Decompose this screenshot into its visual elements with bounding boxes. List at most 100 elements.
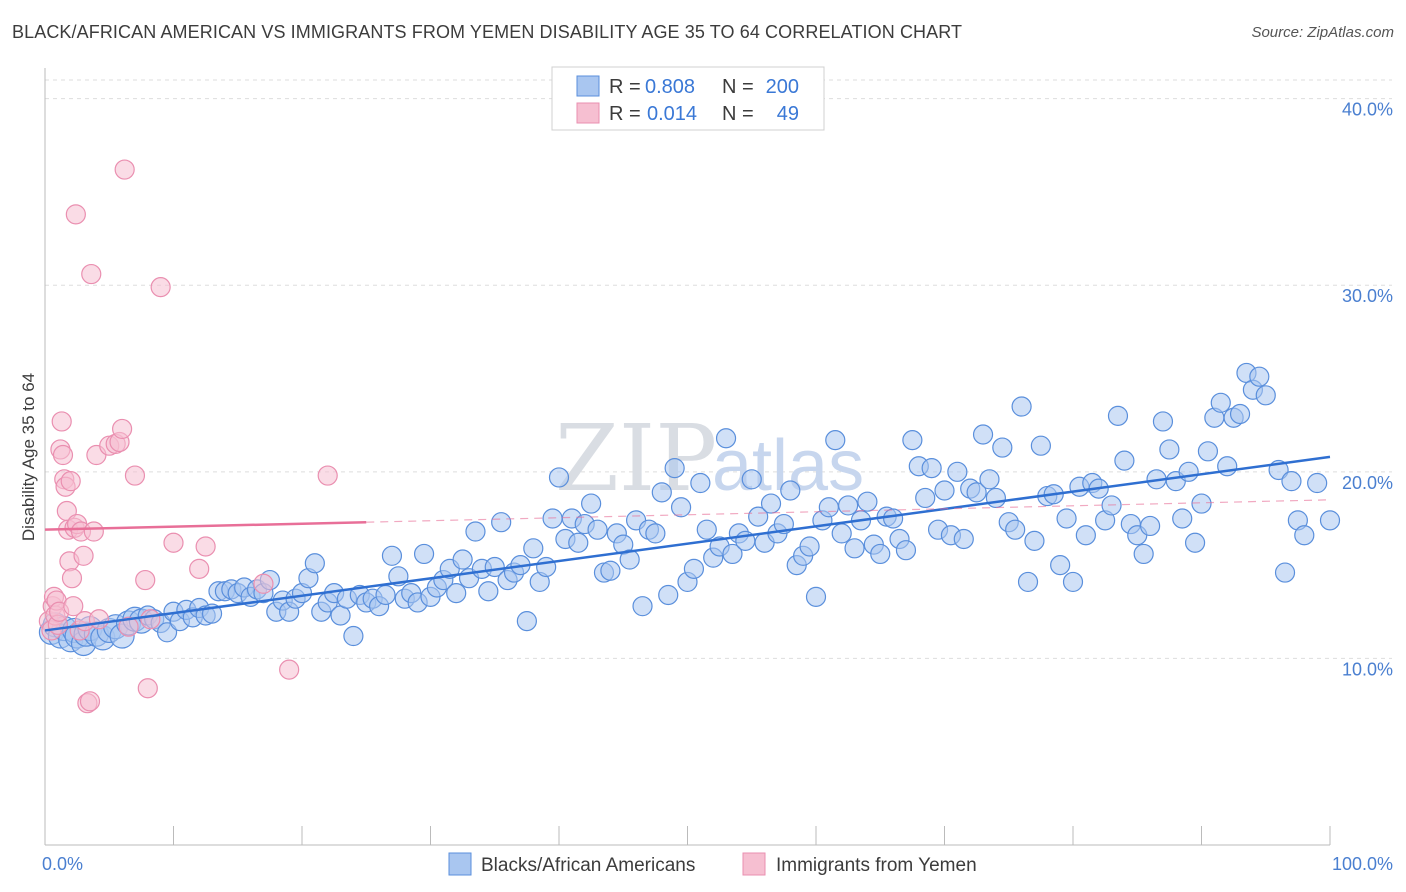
bottom-legend-swatch-blue bbox=[448, 852, 472, 876]
point-pink bbox=[118, 616, 139, 637]
point-pink bbox=[163, 532, 184, 553]
point-blue bbox=[1005, 519, 1026, 540]
point-blue bbox=[536, 556, 557, 578]
point-blue bbox=[825, 430, 846, 451]
point-pink bbox=[83, 521, 104, 542]
point-blue bbox=[1030, 435, 1051, 456]
point-blue bbox=[1139, 515, 1161, 537]
point-blue bbox=[330, 605, 351, 626]
legend-n-label-2: N = bbox=[722, 103, 754, 125]
point-blue bbox=[1011, 396, 1032, 417]
legend-swatch-pink bbox=[576, 102, 600, 124]
point-blue bbox=[304, 553, 325, 574]
legend-r-value-1: 0.808 bbox=[645, 76, 695, 98]
legend-n-label-1: N = bbox=[722, 76, 754, 98]
trend-line-blue bbox=[44, 455, 1331, 632]
point-blue bbox=[413, 543, 435, 565]
point-blue bbox=[902, 430, 923, 451]
point-blue bbox=[587, 519, 608, 540]
point-blue bbox=[947, 461, 968, 482]
point-blue bbox=[375, 584, 396, 606]
point-pink bbox=[88, 609, 110, 630]
point-blue bbox=[1294, 525, 1315, 546]
point-blue bbox=[1050, 555, 1071, 576]
point-blue bbox=[1178, 461, 1199, 482]
point-blue bbox=[857, 491, 878, 512]
grid-layer bbox=[45, 79, 1392, 659]
bottom-legend-label-blue: Blacks/African Americans bbox=[481, 855, 695, 876]
point-blue bbox=[548, 467, 570, 488]
point-blue bbox=[645, 523, 666, 544]
point-blue bbox=[805, 586, 827, 607]
point-blue bbox=[658, 584, 679, 606]
point-blue bbox=[882, 508, 904, 529]
point-blue bbox=[1114, 450, 1135, 471]
point-blue bbox=[966, 482, 987, 503]
point-blue bbox=[992, 437, 1013, 458]
point-blue bbox=[484, 556, 505, 578]
point-blue bbox=[1210, 392, 1231, 413]
point-pink bbox=[195, 536, 216, 557]
point-pink bbox=[79, 691, 101, 712]
point-blue bbox=[934, 480, 955, 501]
point-pink bbox=[189, 558, 210, 579]
point-blue bbox=[1319, 510, 1341, 531]
y-tick-label: 20.0% bbox=[1342, 473, 1393, 493]
point-blue bbox=[979, 469, 1000, 490]
y-tick-label: 10.0% bbox=[1342, 659, 1393, 679]
point-pink bbox=[124, 465, 146, 486]
legend-swatch-blue bbox=[576, 75, 600, 97]
point-pink bbox=[114, 159, 135, 180]
point-blue bbox=[870, 543, 891, 565]
point-blue bbox=[1249, 366, 1270, 387]
y-axis-label: Disability Age 35 to 64 bbox=[19, 373, 38, 541]
source-label: Source: ZipAtlas.com bbox=[1251, 24, 1394, 41]
point-blue bbox=[664, 457, 685, 479]
point-blue bbox=[1133, 543, 1154, 565]
point-blue bbox=[915, 487, 936, 509]
point-blue bbox=[953, 528, 974, 550]
trend-line-pink-dashed bbox=[366, 499, 1331, 523]
point-blue bbox=[1152, 411, 1174, 432]
point-blue bbox=[690, 472, 711, 494]
point-pink bbox=[111, 418, 133, 440]
point-blue bbox=[632, 596, 653, 617]
point-blue bbox=[1229, 403, 1251, 425]
point-pink bbox=[52, 444, 74, 466]
point-pink bbox=[150, 277, 171, 298]
point-blue bbox=[1024, 530, 1045, 551]
top-legend: R = 0.808 N = 200 R = 0.014 N = 49 bbox=[551, 66, 825, 131]
point-blue bbox=[1107, 405, 1129, 426]
legend-n-value-2: 49 bbox=[777, 103, 799, 125]
point-blue bbox=[1172, 508, 1193, 529]
point-blue bbox=[1191, 493, 1212, 514]
point-blue bbox=[581, 493, 602, 514]
legend-r-value-2: 0.014 bbox=[647, 103, 697, 125]
point-pink bbox=[140, 609, 161, 630]
point-blue bbox=[696, 519, 717, 540]
point-blue bbox=[1056, 508, 1077, 529]
point-blue bbox=[516, 610, 537, 632]
point-blue bbox=[748, 506, 769, 527]
watermark-zip: ZIP bbox=[555, 405, 717, 512]
point-pink bbox=[317, 465, 338, 486]
point-blue bbox=[972, 424, 994, 445]
bottom-legend: Blacks/African Americans Immigrants from… bbox=[448, 852, 977, 876]
point-blue bbox=[446, 583, 467, 604]
point-blue bbox=[1255, 385, 1276, 406]
point-blue bbox=[780, 480, 801, 501]
point-blue bbox=[683, 558, 705, 579]
point-blue bbox=[1159, 439, 1180, 460]
point-pink bbox=[63, 596, 84, 617]
point-blue bbox=[831, 523, 852, 544]
point-blue bbox=[722, 543, 743, 565]
point-blue bbox=[838, 495, 859, 516]
point-blue bbox=[491, 512, 512, 533]
point-blue bbox=[715, 428, 737, 449]
y-tick-label: 40.0% bbox=[1342, 100, 1393, 120]
point-pink bbox=[73, 545, 94, 566]
point-blue bbox=[1017, 571, 1039, 593]
point-blue bbox=[921, 457, 942, 479]
point-blue bbox=[1307, 472, 1328, 494]
point-blue bbox=[381, 545, 403, 566]
